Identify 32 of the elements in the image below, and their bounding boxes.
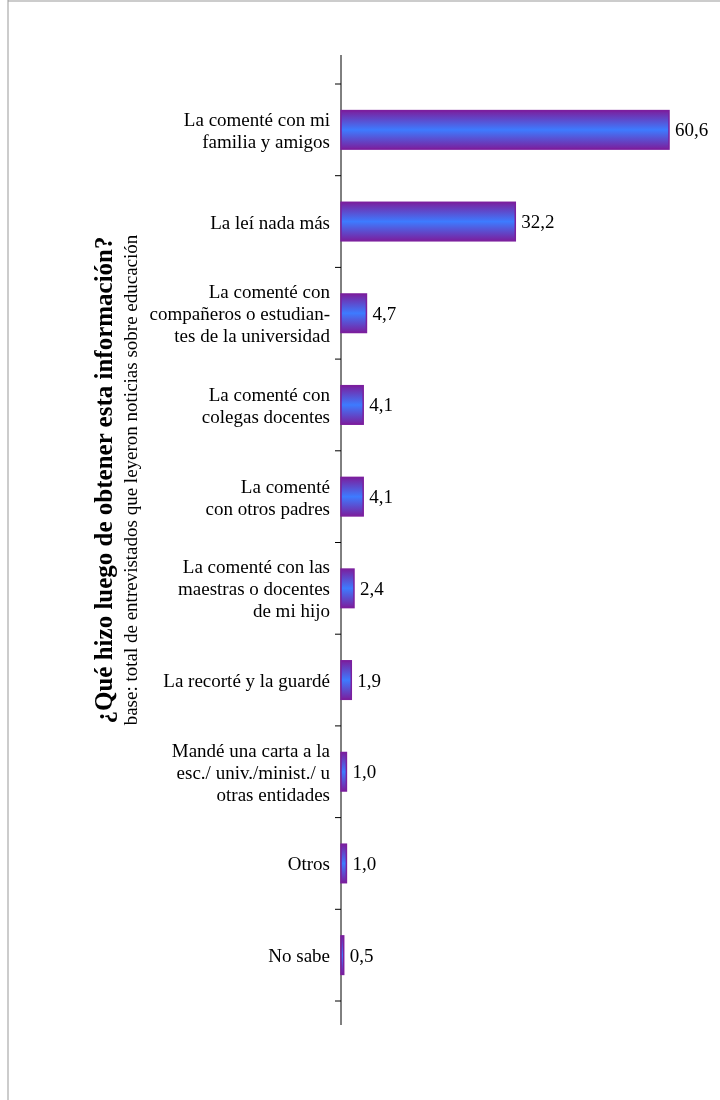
data-label: 1,9 bbox=[357, 669, 382, 691]
bar bbox=[340, 935, 345, 976]
data-label: 1,0 bbox=[352, 852, 377, 874]
data-label: 4,7 bbox=[372, 302, 397, 324]
y-tick-label: Mandé una carta a la esc./ univ./minist./ u otras entidades bbox=[171, 739, 331, 805]
data-label: 32,2 bbox=[521, 211, 555, 233]
bar bbox=[340, 568, 355, 609]
bar bbox=[340, 751, 348, 792]
text: ¿Qué hizo luego de obtener esta información? bbox=[90, 236, 117, 724]
bar bbox=[340, 293, 368, 334]
data-label: 60,6 bbox=[675, 119, 709, 141]
y-tick-label: Otros bbox=[287, 852, 330, 874]
bar bbox=[340, 109, 670, 150]
text: base: total de entrevistados que leyeron noticias sobre educación bbox=[120, 234, 141, 726]
bar bbox=[340, 201, 517, 242]
y-tick-label: La leí nada más bbox=[210, 211, 330, 233]
y-tick-label: La comenté con otros padres bbox=[205, 475, 330, 519]
y-tick-label: No sabe bbox=[268, 944, 330, 966]
y-tick-label: La comenté con mi familia y amigos bbox=[183, 108, 330, 152]
bar bbox=[340, 384, 364, 425]
data-label: 2,4 bbox=[359, 577, 385, 599]
bar bbox=[340, 660, 353, 701]
y-tick-label: La comenté con colegas docentes bbox=[201, 383, 331, 427]
bar bbox=[340, 476, 364, 517]
data-label: 4,1 bbox=[369, 486, 393, 508]
y-tick-label: La recorté y la guardé bbox=[163, 669, 330, 691]
bar bbox=[340, 843, 348, 884]
data-label: 4,1 bbox=[369, 394, 393, 416]
data-label: 1,0 bbox=[352, 761, 377, 783]
data-label: 0,5 bbox=[349, 944, 374, 966]
y-tick-label: La comenté con compañeros o estudian- tes de la universidad bbox=[149, 280, 331, 346]
y-tick-label: La comenté con las maestras o docentes de mi hijo bbox=[178, 555, 330, 621]
